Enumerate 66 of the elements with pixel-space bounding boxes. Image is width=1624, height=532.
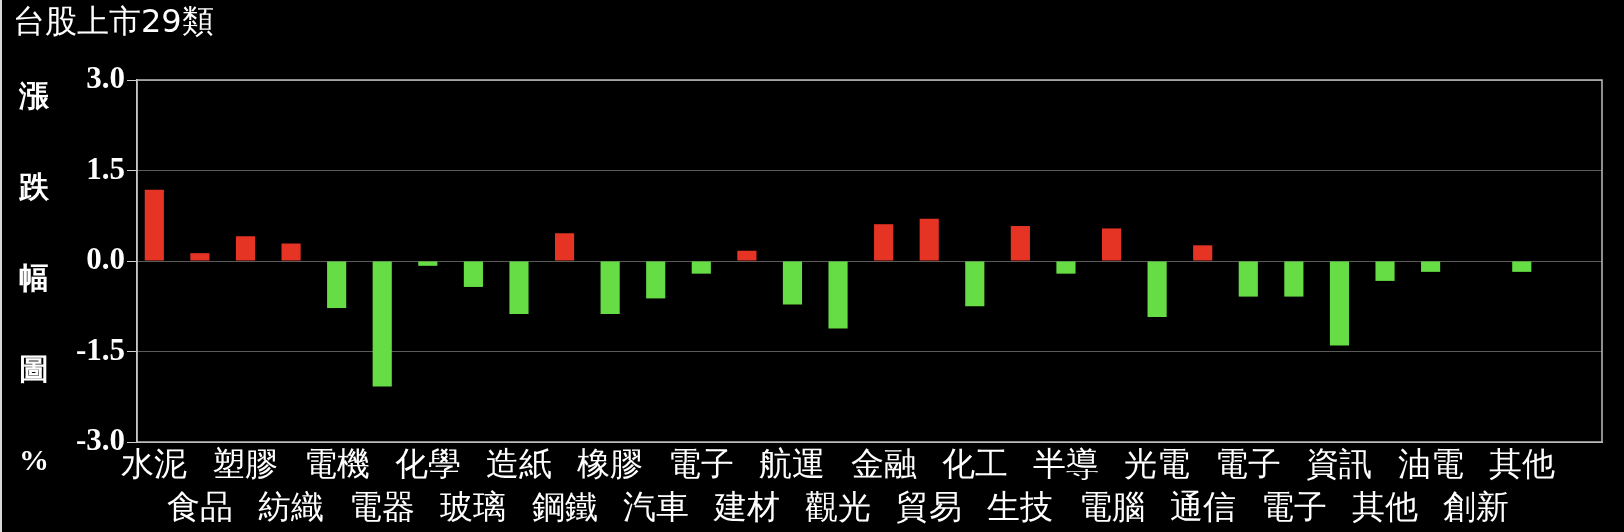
x-tick-label: 生技: [987, 489, 1054, 526]
x-tick-label: 電子: [1215, 446, 1282, 483]
bar: [1421, 261, 1441, 272]
x-tick-label: 半導: [1032, 446, 1099, 483]
bar: [327, 261, 347, 309]
x-tick-label: 電器: [349, 489, 416, 526]
bar: [1056, 261, 1076, 274]
bar: [1193, 245, 1213, 261]
bar: [463, 261, 483, 287]
x-tick-label: 資訊: [1306, 446, 1373, 483]
bar: [1512, 261, 1532, 272]
bar: [372, 261, 392, 387]
x-tick-label: 塑膠: [212, 446, 279, 483]
x-tick-label: 汽車: [622, 489, 689, 526]
x-tick-label: 紡織: [258, 489, 325, 526]
bar: [554, 233, 575, 261]
x-tick-label: 食品: [166, 489, 233, 526]
x-tick-label: 電子: [668, 446, 735, 483]
x-tick-label: 油電: [1397, 446, 1464, 483]
bar: [235, 236, 256, 261]
y-tick-label: 3.0: [86, 60, 125, 96]
x-tick-label: 建材: [712, 489, 780, 526]
bar: [737, 250, 757, 261]
x-tick-label: 電子: [1260, 489, 1327, 526]
x-tick-label: 觀光: [805, 489, 872, 526]
x-tick-label: 貿易: [896, 489, 963, 526]
x-tick-label: 通信: [1169, 489, 1236, 526]
bar: [828, 261, 848, 329]
bar: [281, 243, 301, 261]
bar: [965, 261, 985, 307]
text: 漲跌幅圖%: [19, 78, 49, 476]
bar: [1238, 261, 1258, 297]
bar: [1147, 261, 1167, 318]
x-tick-label: 其他: [1488, 446, 1555, 483]
bar: [190, 253, 210, 261]
bar: [919, 218, 939, 261]
x-tick-label: 電腦: [1078, 489, 1145, 526]
x-tick-label: 造紙: [485, 446, 552, 483]
x-tick-label: 金融: [850, 446, 917, 483]
bar: [782, 261, 803, 305]
y-tick-label: 0.0: [86, 241, 125, 277]
x-tick-label: 化學: [394, 446, 461, 483]
x-tick-label: 鋼鐵: [531, 489, 598, 526]
bar: [1101, 228, 1122, 261]
x-tick-label: 其他: [1352, 489, 1419, 526]
x-tick-label: 創新: [1443, 489, 1510, 526]
x-tick-label: 光電: [1124, 446, 1191, 483]
bar: [1375, 261, 1395, 281]
bar: [874, 224, 894, 261]
x-tick-label: 電機: [303, 446, 370, 483]
x-tick-label: 化工: [941, 446, 1008, 483]
bar: [144, 189, 164, 261]
bar: [1010, 226, 1030, 261]
bar: [646, 261, 666, 299]
x-tick-label: 橡膠: [577, 446, 644, 483]
bar: [418, 261, 438, 266]
bar: [691, 261, 711, 274]
x-tick-label: 航運: [759, 446, 826, 483]
x-tick-label: 玻璃: [440, 489, 507, 526]
bar: [600, 261, 620, 315]
bar: [1284, 261, 1304, 297]
y-tick-label: -1.5: [75, 331, 125, 367]
chart-title: 台股上市29類: [13, 1, 214, 40]
y-tick-label: 1.5: [86, 150, 125, 186]
bar: [509, 261, 529, 315]
bar: [1329, 261, 1350, 346]
